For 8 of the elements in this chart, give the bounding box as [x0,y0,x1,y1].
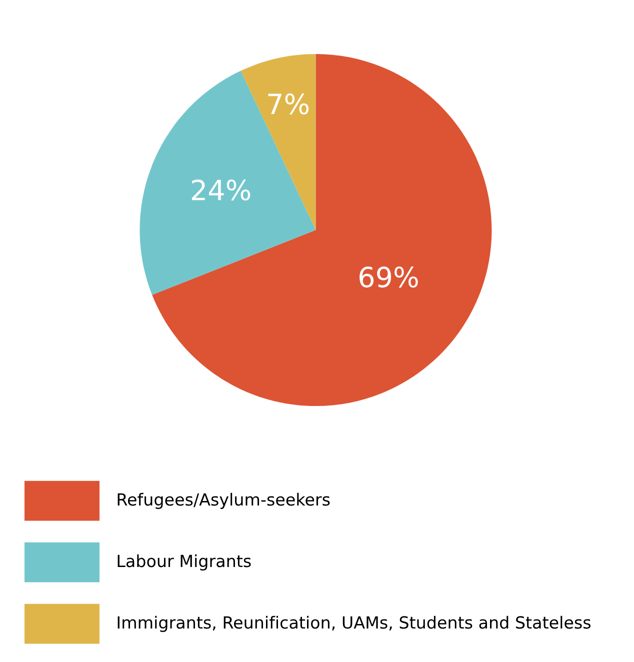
data-label: 7% [268,93,309,114]
data-label: 24% [192,180,250,201]
legend-label: Labour Migrants [118,554,251,570]
legend-label: Immigrants, Reunification, UAMs, Students and Stateless [118,616,591,632]
pie-slice [152,54,492,406]
data-label: 69% [360,266,418,288]
pie-slice [140,70,316,295]
legend-label: Refugees/Asylum-seekers [118,492,330,509]
